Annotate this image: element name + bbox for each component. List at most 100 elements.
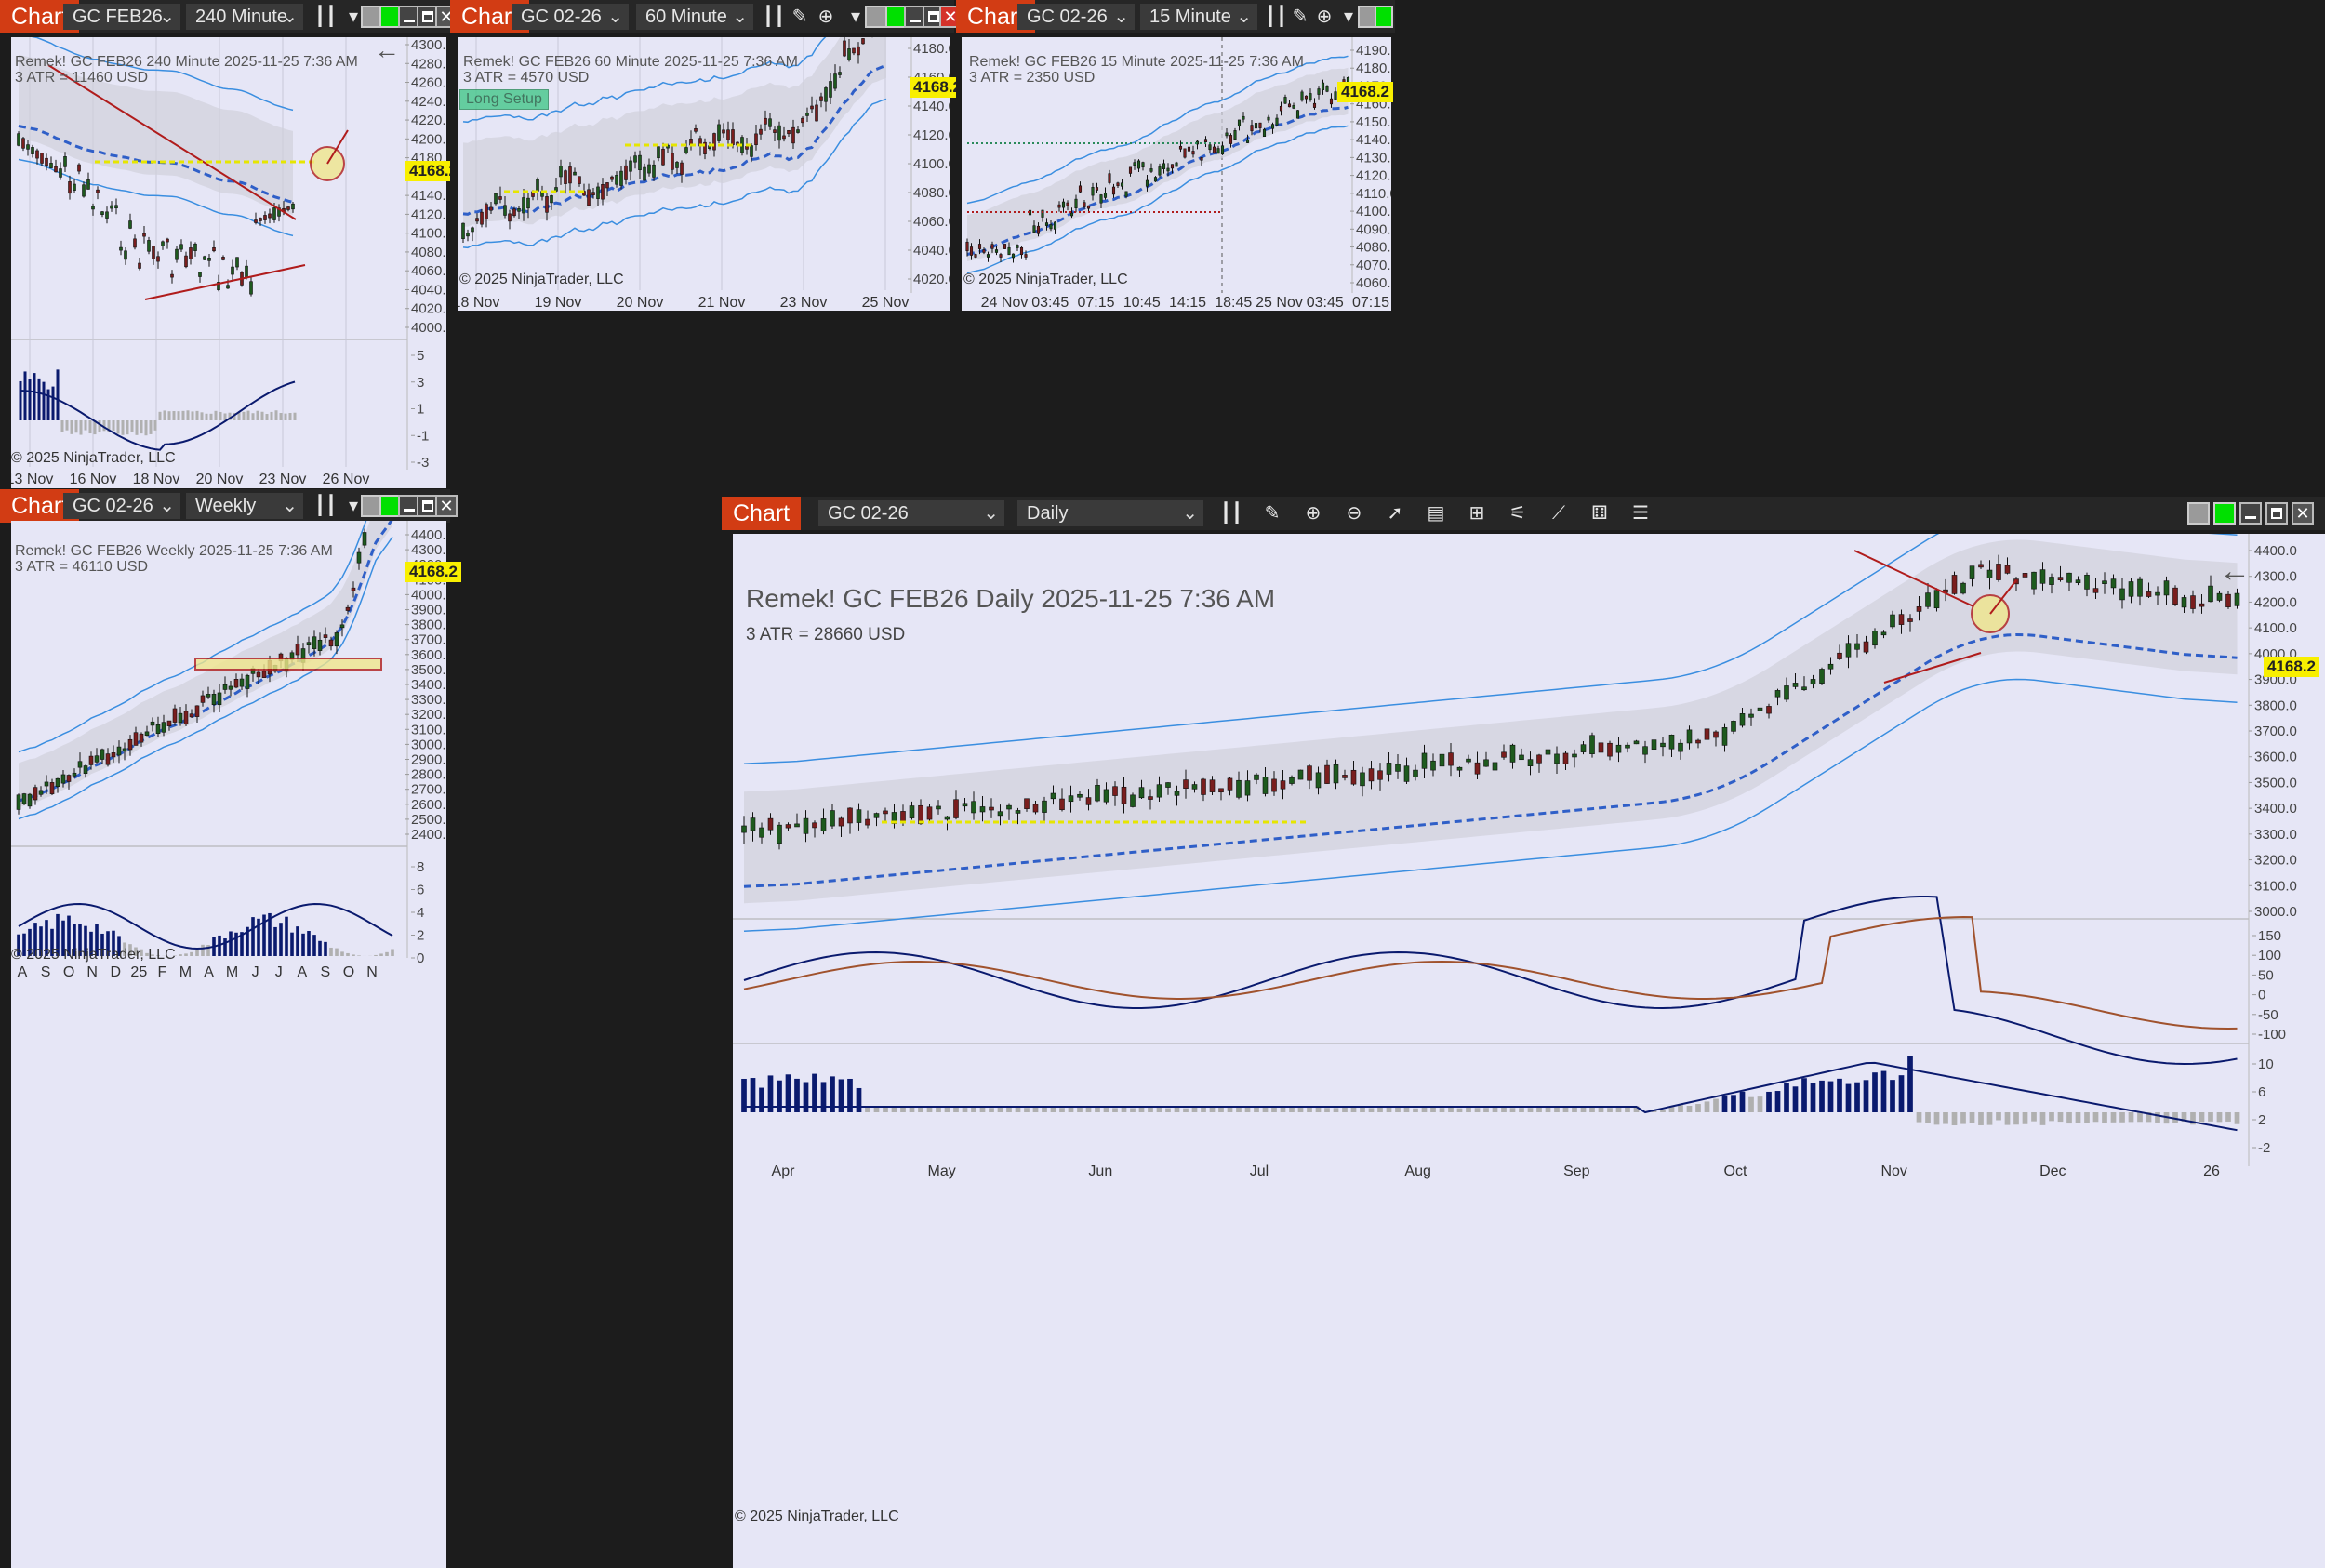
instrument-selector[interactable]: GC 02-26 ⌄ bbox=[63, 493, 180, 519]
interval-selector[interactable]: Daily ⌄ bbox=[1017, 500, 1203, 526]
zoom-in-icon[interactable]: ⊕ bbox=[1305, 503, 1322, 524]
interval-selector[interactable]: Weekly ⌄ bbox=[186, 493, 303, 519]
candle-body bbox=[466, 233, 470, 237]
dropdown-arrow-icon[interactable]: ▾ bbox=[348, 7, 359, 27]
back-arrow-icon[interactable]: ← bbox=[2219, 553, 2251, 589]
histogram-bar bbox=[1413, 1108, 1418, 1112]
histogram-bar bbox=[1439, 1108, 1445, 1112]
instrument-selector[interactable]: GC 02-26 ⌄ bbox=[512, 4, 629, 30]
price-chart-svg[interactable]: 4400.04300.04200.04100.04000.03900.03800… bbox=[733, 534, 2325, 1568]
keltner-lower bbox=[743, 678, 2238, 933]
candle-body bbox=[1978, 564, 1984, 568]
candle-body bbox=[1049, 224, 1053, 230]
interval-selector[interactable]: 60 Minute ⌄ bbox=[636, 4, 753, 30]
price-tick-label: 2600.0 bbox=[411, 797, 446, 813]
candle-body bbox=[1218, 788, 1224, 793]
histogram-bar bbox=[820, 1082, 827, 1112]
candle-body bbox=[726, 129, 730, 140]
candle-body bbox=[124, 250, 127, 260]
price-chart-svg[interactable]: 4190.04180.04170.04160.04150.04140.04130… bbox=[962, 37, 1391, 311]
interval-selector[interactable]: 240 Minute ⌄ bbox=[186, 4, 303, 30]
chart-panel[interactable]: 4300.04280.04260.04240.04220.04200.04180… bbox=[11, 35, 461, 488]
drawing-tool-icon[interactable]: ✎ bbox=[1264, 503, 1281, 524]
window-tile-button[interactable] bbox=[1358, 6, 1376, 28]
instrument-selector[interactable]: GC 02-26 ⌄ bbox=[818, 500, 1004, 526]
price-chart-svg[interactable]: 4300.04280.04260.04240.04220.04200.04180… bbox=[11, 37, 446, 488]
candle-body bbox=[1070, 212, 1074, 217]
candle-body bbox=[764, 117, 767, 125]
copyright-text: © 2025 NinjaTrader, LLC bbox=[11, 947, 176, 963]
zoom-out-icon[interactable]: ⊖ bbox=[1346, 503, 1362, 524]
dropdown-arrow-icon[interactable]: ▾ bbox=[348, 496, 359, 516]
pointer-icon[interactable]: ➚ bbox=[1387, 503, 1403, 524]
bar-type-icon[interactable]: ┃┃ bbox=[1265, 7, 1288, 27]
candle-body bbox=[268, 213, 272, 219]
oscillator-line-fast bbox=[743, 896, 2238, 1066]
price-chart-svg[interactable]: 4400.04300.04200.04100.04000.03900.03800… bbox=[11, 521, 446, 1568]
date-tick-label: Aug bbox=[1404, 1163, 1430, 1179]
candle-body bbox=[962, 803, 968, 807]
instrument-selector[interactable]: GC 02-26 ⌄ bbox=[1017, 4, 1135, 30]
histogram-bar bbox=[1077, 1107, 1083, 1112]
dropdown-arrow-icon[interactable]: ▾ bbox=[1343, 7, 1354, 27]
histogram-bar bbox=[232, 412, 236, 420]
candle-body bbox=[156, 256, 160, 262]
candle-body bbox=[1580, 744, 1587, 752]
list-icon[interactable]: ☰ bbox=[1632, 503, 1649, 524]
window-tile-button[interactable] bbox=[865, 6, 887, 28]
window-tile-button[interactable] bbox=[2187, 502, 2210, 525]
templates-icon[interactable]: ⊞ bbox=[1468, 503, 1485, 524]
data-box-icon[interactable]: ▤ bbox=[1427, 503, 1445, 524]
bar-type-icon[interactable]: ┃┃ bbox=[763, 7, 786, 27]
histogram-bar bbox=[279, 923, 283, 956]
close-button[interactable]: ✕ bbox=[435, 495, 458, 517]
indicators-icon[interactable]: ⟋ bbox=[1552, 503, 1565, 524]
candle-body bbox=[1254, 774, 1259, 780]
zoom-in-icon[interactable]: ⊕ bbox=[817, 7, 834, 27]
minimize-button[interactable] bbox=[2239, 502, 2262, 525]
drawing-tool-icon[interactable]: ✎ bbox=[1292, 7, 1309, 27]
candle-body bbox=[1678, 742, 1683, 752]
chart-header: Remek! GC FEB26 15 Minute 2025-11-25 7:3… bbox=[969, 54, 1304, 70]
instrument-selector[interactable]: GC FEB26 ⌄ bbox=[63, 4, 180, 30]
link-color-button[interactable] bbox=[1375, 6, 1393, 28]
instrument-value: GC FEB26 bbox=[73, 7, 163, 27]
bar-type-icon[interactable]: ┃┃ bbox=[314, 496, 338, 516]
chart-panel[interactable]: 4400.04300.04200.04100.04000.03900.03800… bbox=[11, 521, 461, 1568]
histogram-bar bbox=[1174, 1106, 1180, 1112]
candle-body bbox=[675, 162, 679, 168]
maximize-button[interactable] bbox=[2265, 502, 2288, 525]
chevron-down-icon: ⌄ bbox=[1113, 7, 1129, 27]
chart-panel[interactable]: 4180.04160.04140.04120.04100.04080.04060… bbox=[458, 37, 965, 311]
histogram-bar bbox=[184, 953, 188, 956]
candle-body bbox=[810, 105, 814, 110]
candle-body bbox=[1111, 186, 1116, 195]
link-color-button[interactable] bbox=[2213, 502, 2236, 525]
dropdown-arrow-icon[interactable]: ▾ bbox=[850, 7, 861, 27]
bar-type-icon[interactable]: ┃┃ bbox=[1220, 503, 1243, 524]
candle-body bbox=[909, 805, 915, 818]
price-tick-label: 4060.0 bbox=[913, 214, 950, 230]
interval-selector[interactable]: 15 Minute ⌄ bbox=[1140, 4, 1257, 30]
strategies-icon[interactable]: ⚅ bbox=[1591, 503, 1608, 524]
price-tick-label: 3500.0 bbox=[411, 662, 446, 678]
candle-body bbox=[1686, 729, 1693, 744]
chart-panel[interactable]: 4190.04180.04170.04160.04150.04140.04130… bbox=[962, 37, 1393, 311]
chart-menu-button[interactable]: Chart bbox=[722, 497, 802, 530]
candle-body bbox=[1148, 796, 1153, 800]
properties-icon[interactable]: ⚟ bbox=[1509, 503, 1526, 524]
osc2-tick-label: 2 bbox=[2258, 1112, 2265, 1128]
histogram-bar bbox=[116, 420, 120, 434]
drawing-tool-icon[interactable]: ✎ bbox=[791, 7, 808, 27]
candle-body bbox=[2146, 591, 2152, 597]
back-arrow-icon[interactable]: ← bbox=[374, 35, 400, 64]
bar-type-icon[interactable]: ┃┃ bbox=[314, 7, 338, 27]
trendline-up bbox=[144, 264, 306, 300]
price-tick-label: 3100.0 bbox=[2254, 878, 2297, 894]
candle-body bbox=[1350, 769, 1357, 785]
close-button[interactable]: ✕ bbox=[2292, 502, 2314, 525]
zoom-in-icon[interactable]: ⊕ bbox=[1316, 7, 1333, 27]
candle-body bbox=[2057, 577, 2064, 580]
price-tick-label: 4140.0 bbox=[913, 99, 950, 114]
